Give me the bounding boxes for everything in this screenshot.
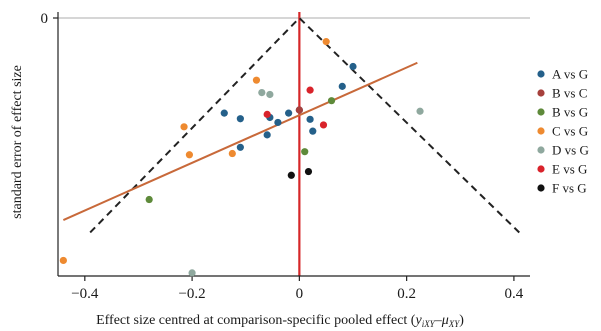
point-d-vs-g (188, 269, 196, 277)
x-tick-label: −0.4 (71, 286, 99, 302)
point-e-vs-g (263, 110, 271, 118)
y-tick-label: 0 (41, 11, 49, 27)
point-f-vs-g (304, 167, 313, 176)
regression-line-group (62, 61, 418, 221)
point-b-vs-g (327, 97, 336, 105)
x-tick-label: 0 (296, 286, 304, 302)
x-axis-label-minus: – (434, 313, 443, 328)
legend-marker (537, 184, 545, 192)
point-d-vs-g (258, 89, 266, 97)
legend-marker (537, 70, 545, 78)
funnel-line (89, 16, 520, 234)
legend-marker (537, 108, 545, 116)
point-c-vs-g (185, 151, 194, 159)
legend-marker (537, 165, 545, 173)
legend-label: A vs G (552, 67, 588, 82)
point-a-vs-g (349, 62, 357, 71)
point-e-vs-g (319, 121, 328, 129)
y-axis-label: standard error of effect size (10, 65, 25, 219)
x-tick-label: 0.2 (397, 286, 416, 302)
point-a-vs-g (285, 109, 293, 117)
point-b-vs-g (145, 195, 153, 204)
legend-label: F vs G (552, 181, 587, 196)
point-a-vs-g (236, 143, 244, 151)
legend-label: C vs G (552, 124, 588, 139)
legend-label: B vs C (552, 86, 587, 101)
regression-line (62, 61, 418, 221)
point-a-vs-g (274, 118, 282, 127)
funnel-bounds (89, 16, 520, 234)
axes (53, 12, 530, 281)
x-axis-label-close: ) (459, 313, 464, 328)
legend-marker (537, 146, 545, 154)
x-axis-label-main: Effect size centred at comparison-specif… (96, 313, 416, 328)
point-a-vs-g (306, 115, 314, 123)
point-a-vs-g (236, 115, 244, 123)
point-a-vs-g (220, 109, 228, 117)
legend-marker (537, 127, 545, 135)
x-tick-label: −0.2 (178, 286, 205, 302)
x-axis-label-mu-symbol: μ (441, 313, 449, 328)
legend: A vs G B vs C B vs G C vs G D vs G E vs G F vs… (537, 67, 589, 196)
point-b-vs-c (295, 106, 303, 114)
point-b-vs-g (301, 148, 309, 156)
point-c-vs-g (322, 38, 330, 46)
point-c-vs-g (228, 149, 236, 158)
legend-label: D vs G (552, 143, 589, 158)
legend-marker (537, 89, 545, 97)
data-points (59, 38, 424, 277)
point-c-vs-g (180, 123, 188, 131)
tick-labels: −0.4 −0.2 0 0.2 0.4 0 (41, 11, 524, 302)
point-a-vs-g (309, 127, 317, 135)
point-a-vs-g (263, 131, 271, 139)
x-axis-label-y-subscript: iXY (422, 319, 436, 329)
x-axis-label-mu-subscript: XY (448, 319, 460, 329)
x-tick-label: 0.4 (505, 286, 524, 302)
point-d-vs-g (266, 90, 274, 99)
legend-label: B vs G (552, 105, 588, 120)
point-c-vs-g (252, 76, 261, 84)
point-a-vs-g (338, 82, 346, 90)
point-d-vs-g (416, 107, 424, 115)
x-axis-label: Effect size centred at comparison-specif… (96, 313, 464, 329)
point-e-vs-g (306, 86, 314, 94)
x-axis-label-y-symbol: y (413, 313, 422, 328)
legend-label: E vs G (552, 162, 587, 177)
point-c-vs-g (59, 256, 67, 265)
point-f-vs-g (287, 171, 295, 179)
reference-lines (58, 12, 530, 276)
